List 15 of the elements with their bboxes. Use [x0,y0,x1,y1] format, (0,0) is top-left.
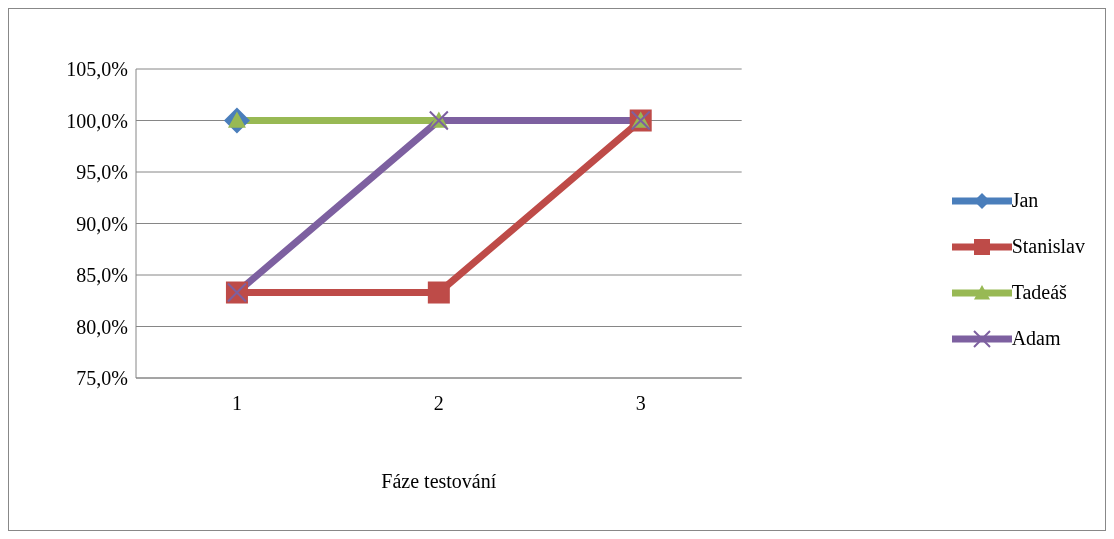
legend-label: Jan [1011,189,1039,212]
y-tick-label: 80,0% [76,315,128,338]
x-tick-label: 1 [231,392,242,415]
y-tick-label: 100,0% [66,109,128,132]
y-tick-label: 95,0% [76,161,128,184]
x-tick-label: 3 [635,392,646,415]
y-tick-label: 85,0% [76,264,128,287]
legend-label: Stanislav [1011,235,1085,258]
y-tick-label: 75,0% [76,367,128,390]
y-tick-label: 105,0% [66,58,128,81]
legend-label: Tadeáš [1011,281,1067,304]
legend-label: Adam [1011,327,1061,350]
x-tick-label: 2 [433,392,444,415]
x-axis-title: Fáze testování [381,470,497,492]
y-tick-label: 90,0% [76,212,128,235]
